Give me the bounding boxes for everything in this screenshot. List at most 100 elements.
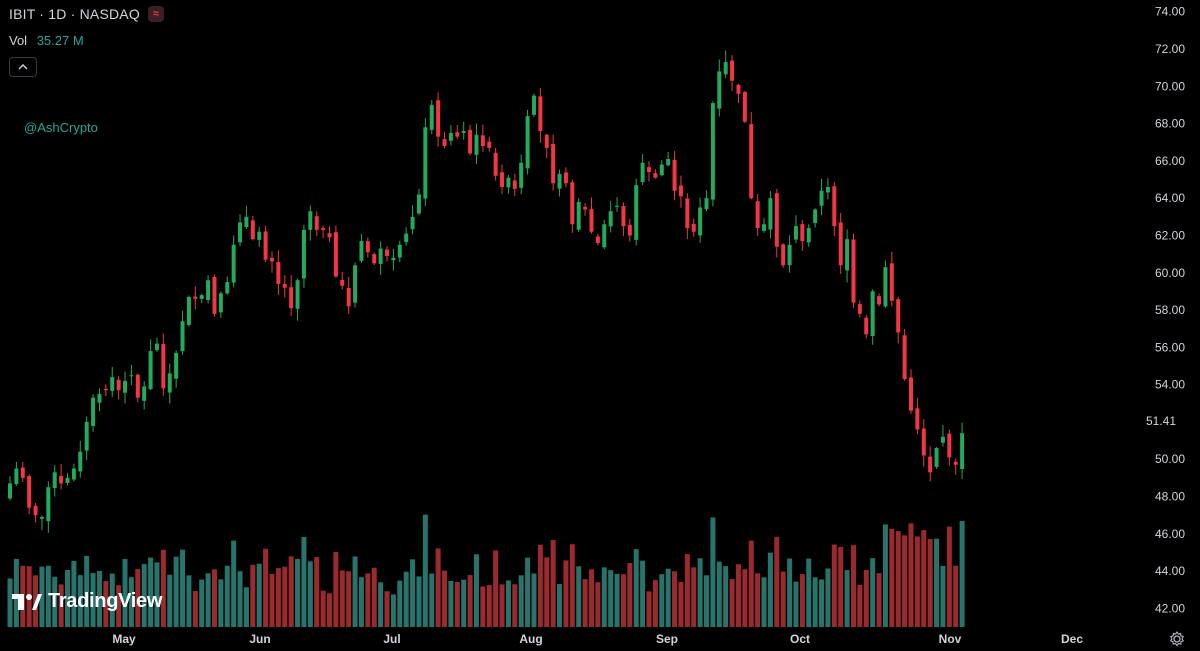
price-tick-label: 68.00 bbox=[1155, 117, 1185, 131]
candle bbox=[774, 188, 779, 258]
candle bbox=[148, 339, 153, 391]
volume-bar bbox=[870, 558, 876, 627]
volume-bar bbox=[390, 594, 396, 627]
volume-bar bbox=[435, 548, 441, 627]
volume-bar bbox=[333, 552, 339, 627]
candle bbox=[749, 111, 754, 200]
volume-bar bbox=[659, 574, 665, 627]
volume-bar bbox=[902, 535, 908, 627]
volume-bar bbox=[825, 568, 831, 627]
candle bbox=[116, 376, 121, 400]
volume-bar bbox=[205, 573, 211, 627]
volume-bar bbox=[96, 570, 102, 627]
candle bbox=[301, 224, 306, 288]
candle bbox=[921, 419, 926, 467]
volume-bar bbox=[263, 548, 269, 627]
candle bbox=[97, 388, 102, 412]
candle bbox=[762, 218, 767, 233]
price-tick-label: 46.00 bbox=[1155, 527, 1185, 541]
volume-bar bbox=[282, 566, 288, 627]
volume-bar bbox=[275, 568, 281, 627]
candle bbox=[480, 124, 485, 152]
candle bbox=[525, 109, 530, 175]
candle bbox=[781, 243, 786, 268]
candle bbox=[813, 208, 818, 228]
price-tick-label: 66.00 bbox=[1155, 154, 1185, 168]
candle bbox=[889, 251, 894, 307]
candle bbox=[634, 178, 639, 246]
candle bbox=[314, 211, 319, 237]
volume-bar bbox=[180, 549, 186, 627]
candle bbox=[346, 276, 351, 314]
candle bbox=[595, 233, 600, 246]
candle bbox=[896, 296, 901, 344]
volume-bar bbox=[608, 570, 614, 627]
candle bbox=[372, 252, 377, 266]
candle bbox=[736, 83, 741, 104]
candle bbox=[282, 275, 287, 298]
candle bbox=[806, 224, 811, 247]
volume-bar bbox=[211, 569, 217, 627]
candle bbox=[404, 227, 409, 246]
candle bbox=[180, 310, 185, 355]
candle bbox=[877, 293, 882, 307]
candle bbox=[212, 274, 217, 317]
volume-bar bbox=[557, 584, 563, 627]
candle bbox=[186, 295, 191, 327]
candle bbox=[193, 286, 198, 310]
candle bbox=[59, 463, 64, 490]
candle bbox=[838, 213, 843, 274]
candle bbox=[666, 151, 671, 167]
chevron-up-icon bbox=[18, 64, 28, 70]
volume-bar bbox=[742, 569, 748, 627]
price-tick-label: 64.00 bbox=[1155, 191, 1185, 205]
candle bbox=[845, 229, 850, 283]
volume-bar bbox=[710, 517, 716, 627]
candle bbox=[276, 250, 281, 295]
price-axis: 42.0044.0046.0048.0050.0052.0054.0056.00… bbox=[1155, 5, 1185, 616]
ticker-label[interactable]: IBIT · 1D · NASDAQ bbox=[9, 6, 140, 22]
candle bbox=[199, 293, 204, 303]
volume-bar bbox=[307, 561, 313, 627]
candle bbox=[627, 219, 632, 242]
volume-label: Vol bbox=[9, 33, 28, 48]
volume-bar bbox=[544, 557, 550, 627]
candle bbox=[27, 474, 32, 515]
volume-bar bbox=[199, 579, 205, 627]
volume-bar bbox=[755, 573, 761, 627]
candle bbox=[672, 151, 677, 201]
collapse-legend-button[interactable] bbox=[9, 57, 37, 77]
volume-bar bbox=[716, 561, 722, 627]
volume-bar bbox=[806, 558, 812, 627]
volume-bar bbox=[448, 581, 454, 627]
volume-bar bbox=[576, 566, 582, 627]
candle bbox=[653, 169, 658, 179]
candle bbox=[442, 131, 447, 149]
volume-bar bbox=[52, 576, 58, 627]
candle bbox=[940, 424, 945, 447]
candle bbox=[129, 364, 134, 386]
candle bbox=[960, 422, 965, 480]
candle bbox=[928, 445, 933, 482]
candle bbox=[385, 246, 390, 262]
volume-bar bbox=[339, 570, 345, 627]
compare-icon[interactable]: ≈ bbox=[147, 6, 164, 22]
volume-bar bbox=[882, 524, 888, 627]
volume-bar bbox=[148, 557, 154, 627]
volume-bar bbox=[934, 538, 940, 627]
candle bbox=[608, 201, 613, 233]
volume-bar bbox=[646, 591, 652, 627]
volume-bar bbox=[761, 577, 767, 627]
candle bbox=[135, 373, 140, 403]
settings-gear-icon[interactable] bbox=[1168, 630, 1186, 648]
volume-bar bbox=[461, 579, 467, 627]
time-tick-label: Jun bbox=[249, 632, 270, 646]
volume-bar bbox=[601, 567, 607, 627]
candle bbox=[538, 87, 543, 143]
candle bbox=[563, 167, 568, 188]
volume-bar bbox=[358, 577, 364, 627]
volume-bar bbox=[243, 587, 249, 627]
volume-bar bbox=[684, 554, 690, 627]
candle bbox=[65, 473, 70, 486]
